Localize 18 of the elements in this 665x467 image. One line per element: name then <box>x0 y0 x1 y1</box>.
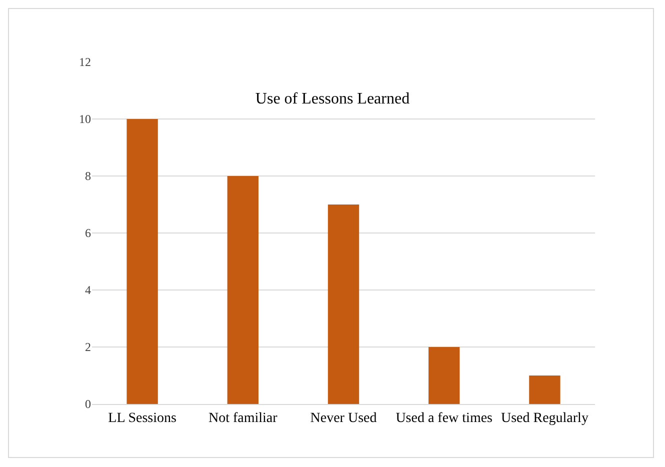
bar <box>529 376 560 404</box>
y-tick-label: 0 <box>85 397 91 412</box>
bar <box>328 204 360 404</box>
x-tick-label: Never Used <box>310 410 377 426</box>
x-tick-label: Used Regularly <box>500 410 588 426</box>
text: Use of Lessons Learned <box>255 90 410 108</box>
bar <box>126 119 158 404</box>
x-tick-label: Not familiar <box>208 410 278 426</box>
y-tick-label: 8 <box>85 169 91 184</box>
y-tick-label: 10 <box>79 112 91 126</box>
x-tick-label: Used a few times <box>396 410 493 426</box>
y-tick-label: 4 <box>85 283 91 298</box>
y-tick-label: 12 <box>79 55 91 70</box>
x-tick-label: LL Sessions <box>108 410 176 426</box>
y-tick-label: 6 <box>85 226 91 240</box>
y-tick-label: 2 <box>85 340 91 354</box>
bar <box>227 176 258 404</box>
bar <box>428 347 460 404</box>
